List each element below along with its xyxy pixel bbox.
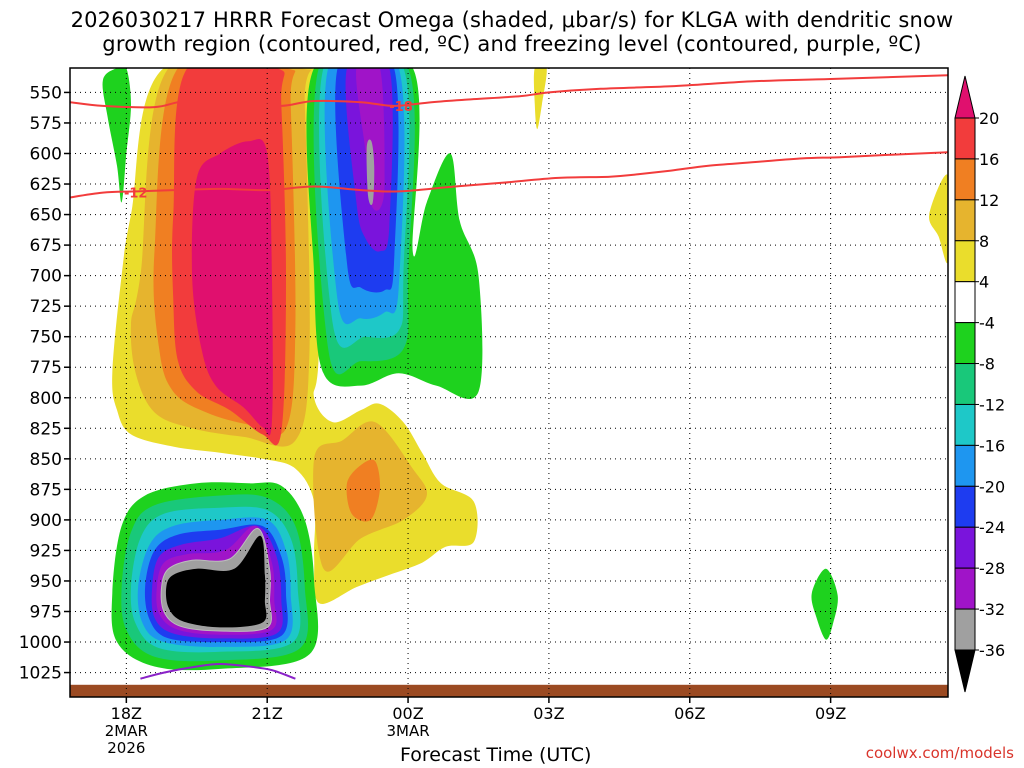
- shade-descent-green-right: [811, 568, 838, 640]
- y-tick-label: 650: [30, 206, 62, 226]
- shade-descent-low-black: [165, 535, 267, 628]
- shade-descent-gray-mid: [366, 139, 375, 206]
- colorbar-bin: [954, 322, 976, 365]
- colorbar-label: -4: [979, 314, 995, 333]
- colorbar-label: -8: [979, 355, 995, 374]
- terrain-band: [70, 684, 948, 697]
- dgz-contours: -18 -12: [70, 74, 948, 202]
- red-contour-line: [70, 74, 948, 109]
- core-outline: [160, 528, 272, 632]
- y-tick-label: 800: [30, 389, 62, 409]
- colorbar-bin: [954, 608, 976, 651]
- y-tick-label: 600: [30, 144, 62, 164]
- y-tick-label: 750: [30, 328, 62, 348]
- colorbar-label: 12: [979, 191, 999, 210]
- colorbar-arrow-bottom: [954, 649, 976, 693]
- shade-descent-green-upper-left: [102, 68, 131, 203]
- x-tick-label: 3MAR: [386, 722, 429, 740]
- purple-contour-line: [140, 662, 296, 680]
- colorbar-bin: [954, 567, 976, 610]
- y-tick-label: 550: [30, 83, 62, 103]
- x-tick-label: 06Z: [674, 704, 705, 723]
- shade-ascent-orange-low: [346, 459, 381, 522]
- colorbar-bin: [954, 485, 976, 528]
- y-tick-label: 575: [30, 114, 62, 134]
- colorbar-label: -24: [979, 518, 1005, 537]
- colorbar: 20 16 12 8 4 -4 -8 -12 -16 -20 -24 -28 -32 -36: [954, 75, 1005, 693]
- colorbar-label: -36: [979, 641, 1005, 660]
- shade-ascent-yellow-right: [929, 174, 948, 264]
- colorbar-label: -16: [979, 436, 1005, 455]
- x-tick-label: 21Z: [252, 704, 283, 723]
- title-line-1: 2026030217 HRRR Forecast Omega (shaded, …: [70, 8, 954, 32]
- x-tick-label: 18Z: [111, 704, 142, 723]
- colorbar-label: -12: [979, 395, 1005, 414]
- colorbar-bin: [954, 281, 976, 324]
- colorbar-bin: [954, 117, 976, 160]
- y-tick-label: 1025: [19, 664, 62, 684]
- red-contour-line: [70, 151, 948, 199]
- chart-title: 2026030217 HRRR Forecast Omega (shaded, …: [0, 8, 1024, 56]
- colorbar-bin: [954, 363, 976, 405]
- colorbar-label: -28: [979, 559, 1005, 578]
- colorbar-label: 4: [979, 273, 989, 292]
- y-tick-label: 950: [30, 572, 62, 592]
- plot-area: [70, 68, 948, 697]
- plot-frame: [69, 67, 949, 698]
- y-tick-label: 725: [30, 297, 62, 317]
- red-contour-label: -12: [124, 187, 148, 202]
- colorbar-label: 8: [979, 232, 989, 251]
- credit-link[interactable]: coolwx.com/models: [865, 744, 1014, 762]
- colorbar-bin: [954, 240, 976, 283]
- y-axis: 550 575 600 625 650 675 700 725 750 775 800 825 850 8…: [19, 83, 70, 684]
- colorbar-bin: [954, 444, 976, 487]
- y-tick-label: 900: [30, 511, 62, 531]
- freezing-contours: [140, 662, 296, 680]
- x-axis-label: Forecast Time (UTC): [400, 744, 592, 766]
- y-tick-label: 825: [30, 419, 62, 439]
- title-line-2: growth region (contoured, red, ºC) and f…: [102, 32, 922, 56]
- colorbar-label: 16: [979, 150, 999, 169]
- shade-ascent-magenta: [191, 138, 273, 436]
- x-tick-label: 03Z: [533, 704, 564, 723]
- y-tick-label: 975: [30, 603, 62, 623]
- x-tick-label: 2026: [107, 739, 145, 757]
- y-tick-label: 775: [30, 358, 62, 378]
- colorbar-bin: [954, 199, 976, 242]
- colorbar-bin: [954, 158, 976, 201]
- y-tick-label: 925: [30, 541, 62, 561]
- red-contour-label: -18: [389, 100, 413, 115]
- x-tick-label: 2MAR: [105, 722, 148, 740]
- y-tick-label: 850: [30, 450, 62, 470]
- shade-ascent-yellow-narrow: [533, 68, 547, 130]
- y-tick-label: 875: [30, 480, 62, 500]
- y-tick-label: 1000: [19, 633, 62, 653]
- colorbar-label: -32: [979, 600, 1005, 619]
- colorbar-arrow-top: [954, 75, 976, 119]
- x-tick-label: 09Z: [815, 704, 846, 723]
- colorbar-label: 20: [979, 109, 999, 128]
- colorbar-bin: [954, 526, 976, 569]
- colorbar-label: -20: [979, 477, 1005, 496]
- y-tick-label: 625: [30, 175, 62, 195]
- colorbar-bin: [954, 403, 976, 446]
- y-tick-label: 700: [30, 267, 62, 287]
- x-tick-label: 00Z: [392, 704, 423, 723]
- y-tick-label: 675: [30, 236, 62, 256]
